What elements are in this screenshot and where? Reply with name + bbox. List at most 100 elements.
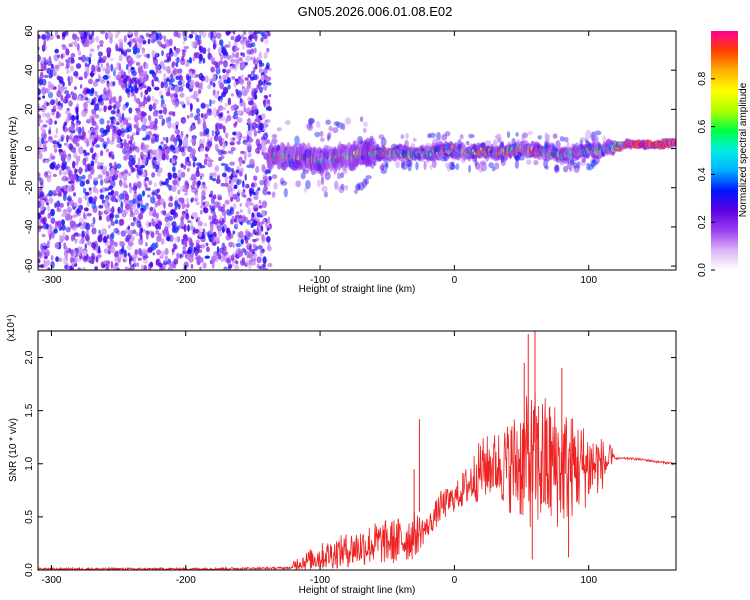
ridge-scatter — [488, 149, 494, 157]
noise-speck — [108, 213, 114, 222]
ridge-scatter — [314, 150, 320, 158]
noise-speck — [49, 33, 54, 41]
noise-speck — [143, 255, 149, 259]
noise-speck — [227, 150, 232, 154]
ridge-scatter — [533, 159, 539, 166]
ridge-scatter — [406, 159, 413, 167]
noise-speck — [191, 212, 197, 218]
ridge-scatter — [481, 141, 486, 150]
noise-speck — [266, 62, 270, 69]
noise-speck — [110, 110, 116, 115]
noise-speck — [252, 66, 256, 73]
noise-speck — [97, 66, 101, 73]
noise-speck — [265, 179, 271, 188]
noise-speck — [213, 31, 217, 37]
noise-speck — [97, 234, 103, 243]
noise-speck — [45, 112, 51, 119]
ridge-scatter — [323, 191, 328, 198]
ridge-scatter — [400, 134, 405, 140]
noise-speck — [101, 165, 108, 172]
noise-speck — [228, 241, 234, 248]
noise-speck — [262, 202, 268, 206]
noise-speck — [163, 201, 166, 209]
noise-speck — [258, 199, 262, 205]
noise-speck — [189, 79, 195, 86]
noise-speck — [80, 96, 83, 102]
ridge-scatter — [590, 159, 598, 167]
noise-speck — [128, 257, 132, 266]
noise-speck — [179, 101, 185, 106]
noise-speck — [127, 31, 133, 35]
ridge-scatter — [271, 133, 278, 139]
noise-speck — [174, 47, 181, 53]
noise-speck — [167, 235, 170, 241]
noise-speck — [253, 207, 259, 212]
ridge-scatter — [494, 162, 500, 170]
noise-speck — [123, 35, 127, 43]
ridge-scatter — [369, 140, 375, 146]
noise-speck — [73, 202, 76, 207]
noise-speck — [58, 76, 64, 84]
noise-speck — [223, 210, 227, 217]
ridge-scatter — [336, 172, 341, 180]
noise-speck — [168, 111, 174, 116]
noise-speck — [43, 246, 48, 250]
noise-speck — [98, 215, 102, 221]
noise-speck — [153, 182, 157, 188]
noise-speck — [116, 138, 120, 144]
noise-speck — [218, 60, 223, 65]
noise-speck — [118, 62, 122, 71]
noise-speck — [191, 246, 196, 251]
ridge-scatter — [407, 157, 411, 167]
noise-speck — [134, 86, 139, 94]
snr-x-tick-label: 0 — [452, 575, 458, 586]
noise-speck — [182, 40, 186, 45]
noise-speck — [54, 64, 60, 69]
noise-speck — [161, 153, 166, 161]
noise-speck — [107, 105, 112, 111]
noise-speck — [217, 253, 222, 260]
noise-speck — [213, 201, 219, 208]
ridge-scatter — [555, 140, 561, 149]
noise-speck — [104, 187, 110, 192]
noise-speck — [118, 248, 124, 255]
ridge-scatter — [332, 127, 339, 134]
noise-speck — [110, 167, 116, 176]
noise-speck — [207, 140, 213, 147]
noise-speck — [188, 34, 194, 39]
noise-speck — [214, 236, 220, 242]
noise-speck — [81, 174, 86, 180]
noise-speck — [132, 90, 136, 96]
noise-speck — [200, 198, 204, 207]
noise-speck — [263, 95, 269, 99]
noise-speck — [68, 143, 73, 151]
noise-speck — [268, 175, 272, 181]
ridge-scatter — [584, 138, 589, 144]
noise-speck — [216, 175, 220, 181]
ridge-scatter — [380, 137, 387, 148]
ridge-scatter — [577, 161, 581, 169]
noise-speck — [146, 232, 149, 240]
noise-speck — [38, 147, 43, 155]
spectrogram-y-tick-label: 20 — [24, 103, 35, 115]
noise-speck — [119, 179, 123, 187]
ridge-scatter — [304, 163, 310, 169]
noise-speck — [85, 222, 91, 231]
noise-speck — [243, 106, 246, 113]
noise-speck — [99, 43, 104, 47]
noise-speck — [177, 189, 181, 195]
noise-speck — [131, 77, 135, 85]
ridge-scatter — [537, 135, 542, 140]
noise-speck — [140, 210, 145, 215]
ridge-scatter — [375, 143, 380, 149]
ridge-scatter — [590, 142, 598, 147]
noise-speck — [202, 262, 207, 269]
noise-speck — [90, 70, 94, 78]
noise-speck — [193, 31, 197, 36]
ridge-scatter — [500, 154, 505, 164]
ridge-scatter — [308, 121, 312, 129]
noise-speck — [197, 89, 202, 94]
noise-speck — [182, 211, 185, 220]
noise-speck — [154, 164, 160, 170]
noise-speck — [130, 211, 134, 216]
